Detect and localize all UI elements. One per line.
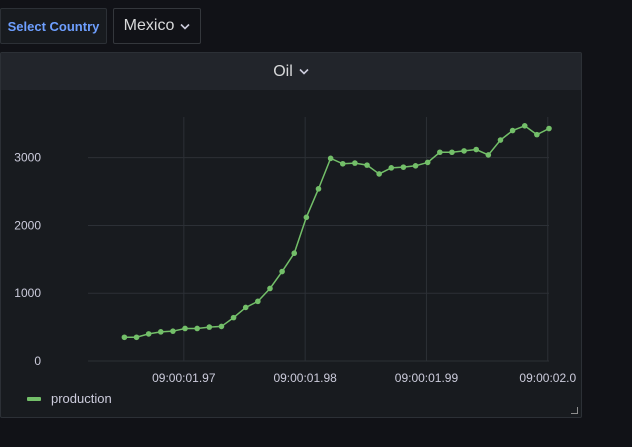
data-point (182, 325, 188, 332)
data-point (424, 159, 431, 166)
data-point (157, 329, 164, 335)
data-point (449, 149, 455, 156)
x-tick-label: 09:00:01.99 (395, 371, 459, 385)
data-point (400, 164, 407, 170)
y-tick-label: 3000 (14, 151, 41, 165)
data-point (546, 125, 552, 132)
y-tick-label: 2000 (14, 218, 41, 232)
x-tick-label: 09:00:01.97 (152, 371, 216, 385)
data-point (218, 323, 225, 330)
chevron-down-icon (299, 67, 309, 78)
y-tick-label: 0 (34, 354, 41, 368)
data-point (206, 324, 213, 330)
panel-header[interactable]: Oil (1, 53, 581, 90)
data-point (145, 331, 152, 337)
data-point (473, 146, 480, 153)
data-point (121, 334, 128, 341)
data-point (315, 186, 322, 192)
oil-panel: Oil 0 1000 2000 3000 09:00:01.97 09:00:01.98 0… (0, 52, 582, 418)
panel-title: Oil (273, 62, 293, 80)
panel-resize-handle[interactable] (571, 407, 578, 414)
data-point (255, 298, 261, 305)
chevron-down-icon (180, 22, 190, 33)
data-point (497, 137, 504, 143)
data-point (279, 268, 285, 275)
data-point (267, 285, 273, 292)
legend-swatch (27, 396, 41, 401)
data-point (291, 250, 298, 257)
data-point (230, 314, 237, 321)
data-point (485, 152, 492, 158)
y-tick-label: 1000 (14, 286, 41, 300)
x-tick-label: 09:00:01.98 (273, 371, 337, 385)
data-point (242, 304, 249, 311)
data-point (509, 127, 516, 134)
variable-label-text: Select Country (7, 18, 100, 34)
variable-label: Select Country (0, 8, 107, 44)
country-select-value: Mexico (123, 17, 175, 34)
data-point (412, 163, 419, 169)
data-point (534, 131, 540, 138)
production-chart: 0 1000 2000 3000 09:00:01.97 09:00:01.98 09:00… (14, 117, 576, 385)
data-point (461, 148, 467, 154)
x-tick-label: 09:00:02.0 (519, 371, 576, 385)
legend-label: production (51, 391, 112, 406)
data-point (170, 328, 176, 334)
data-point (376, 171, 382, 177)
country-select[interactable]: Mexico (113, 8, 201, 44)
data-point (339, 160, 346, 167)
data-point (364, 162, 370, 168)
data-point (194, 325, 200, 332)
data-point (437, 149, 443, 156)
legend-item-production[interactable]: production (27, 391, 112, 406)
data-point (133, 334, 140, 341)
data-point (521, 123, 528, 129)
data-point (352, 160, 358, 166)
data-point (388, 165, 395, 171)
data-point (303, 214, 310, 221)
data-point (327, 155, 334, 162)
